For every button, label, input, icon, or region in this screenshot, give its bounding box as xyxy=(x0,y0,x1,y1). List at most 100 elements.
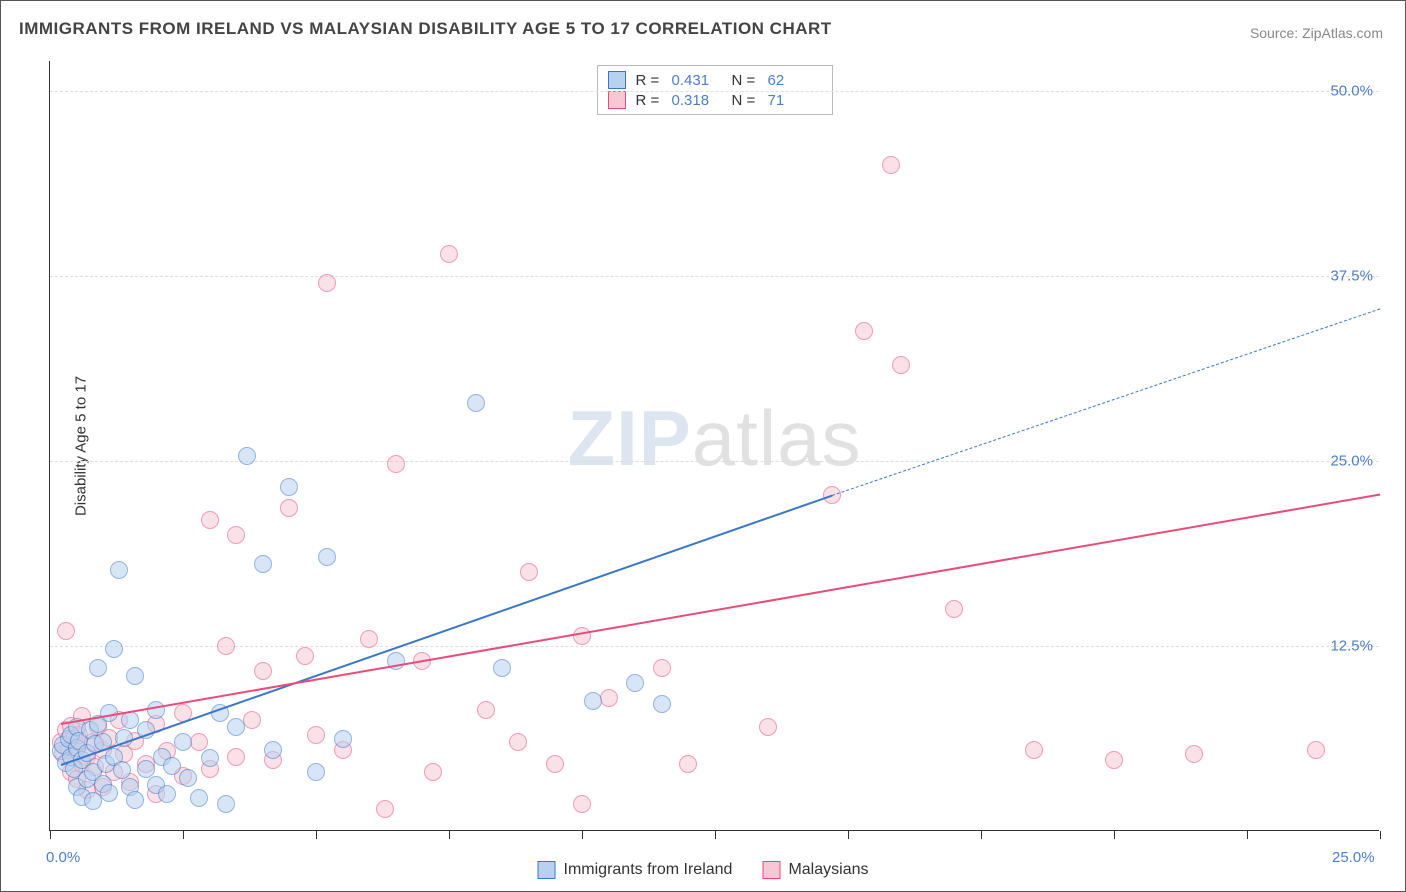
legend-swatch xyxy=(608,91,626,109)
data-point xyxy=(892,356,910,374)
gridline xyxy=(50,276,1379,277)
source-label: Source: xyxy=(1250,25,1298,41)
data-point xyxy=(254,555,272,573)
data-point xyxy=(360,630,378,648)
data-point xyxy=(147,701,165,719)
chart-container: IMMIGRANTS FROM IRELAND VS MALAYSIAN DIS… xyxy=(0,0,1406,892)
data-point xyxy=(882,156,900,174)
y-tick-label: 25.0% xyxy=(1330,452,1373,469)
data-point xyxy=(110,561,128,579)
data-point xyxy=(334,730,352,748)
y-tick-label: 50.0% xyxy=(1330,82,1373,99)
data-point xyxy=(126,791,144,809)
data-point xyxy=(217,637,235,655)
data-point xyxy=(296,647,314,665)
x-tick xyxy=(1247,831,1248,839)
data-point xyxy=(679,755,697,773)
data-point xyxy=(227,748,245,766)
data-point xyxy=(467,394,485,412)
data-point xyxy=(759,718,777,736)
data-point xyxy=(440,245,458,263)
series-legend: Immigrants from Ireland Malaysians xyxy=(538,861,869,879)
data-point xyxy=(217,795,235,813)
data-point xyxy=(855,322,873,340)
x-tick xyxy=(981,831,982,839)
data-point xyxy=(158,785,176,803)
x-tick xyxy=(1380,831,1381,839)
data-point xyxy=(653,695,671,713)
data-point xyxy=(1185,745,1203,763)
data-point xyxy=(546,755,564,773)
data-point xyxy=(626,674,644,692)
data-point xyxy=(1105,751,1123,769)
data-point xyxy=(653,659,671,677)
x-tick xyxy=(848,831,849,839)
x-tick xyxy=(1114,831,1115,839)
trend-line xyxy=(60,493,1380,724)
data-point xyxy=(227,526,245,544)
watermark: ZIPatlas xyxy=(567,393,861,484)
data-point xyxy=(307,726,325,744)
legend-item: Malaysians xyxy=(762,861,868,879)
x-tick-label: 25.0% xyxy=(1332,849,1375,866)
data-point xyxy=(57,622,75,640)
gridline xyxy=(50,91,1379,92)
watermark-part1: ZIP xyxy=(567,394,691,482)
data-point xyxy=(584,692,602,710)
x-tick xyxy=(582,831,583,839)
legend-n-label: N = xyxy=(732,72,758,89)
data-point xyxy=(573,627,591,645)
data-point xyxy=(520,563,538,581)
data-point xyxy=(493,659,511,677)
legend-n-label: N = xyxy=(732,92,758,109)
data-point xyxy=(105,640,123,658)
legend-n-value: 71 xyxy=(768,92,818,109)
trend-line xyxy=(60,495,832,766)
data-point xyxy=(89,659,107,677)
data-point xyxy=(113,761,131,779)
x-tick-label: 0.0% xyxy=(46,849,80,866)
legend-item: Immigrants from Ireland xyxy=(538,861,733,879)
x-tick xyxy=(449,831,450,839)
data-point xyxy=(1025,741,1043,759)
data-point xyxy=(227,718,245,736)
data-point xyxy=(387,455,405,473)
legend-n-value: 62 xyxy=(768,72,818,89)
legend-r-value: 0.318 xyxy=(672,92,722,109)
legend-stat-row: R =0.318N =71 xyxy=(608,90,818,110)
watermark-part2: atlas xyxy=(692,394,862,482)
legend-swatch xyxy=(608,71,626,89)
y-tick-label: 37.5% xyxy=(1330,267,1373,284)
source-link[interactable]: ZipAtlas.com xyxy=(1302,25,1383,41)
data-point xyxy=(264,741,282,759)
data-point xyxy=(1307,741,1325,759)
x-tick xyxy=(715,831,716,839)
data-point xyxy=(201,511,219,529)
data-point xyxy=(126,667,144,685)
data-point xyxy=(84,792,102,810)
data-point xyxy=(243,711,261,729)
data-point xyxy=(179,769,197,787)
y-tick-label: 12.5% xyxy=(1330,637,1373,654)
data-point xyxy=(100,784,118,802)
data-point xyxy=(190,789,208,807)
legend-r-value: 0.431 xyxy=(672,72,722,89)
data-point xyxy=(254,662,272,680)
data-point xyxy=(201,749,219,767)
legend-series-name: Malaysians xyxy=(788,861,868,879)
gridline xyxy=(50,646,1379,647)
data-point xyxy=(318,274,336,292)
plot-area: ZIPatlas R =0.431N =62R =0.318N =71 12.5… xyxy=(49,61,1379,831)
legend-swatch xyxy=(762,861,780,879)
data-point xyxy=(174,733,192,751)
x-tick xyxy=(50,831,51,839)
data-point xyxy=(190,733,208,751)
data-point xyxy=(280,499,298,517)
data-point xyxy=(238,447,256,465)
data-point xyxy=(477,701,495,719)
legend-series-name: Immigrants from Ireland xyxy=(564,861,733,879)
data-point xyxy=(137,760,155,778)
data-point xyxy=(945,600,963,618)
data-point xyxy=(163,757,181,775)
x-tick xyxy=(316,831,317,839)
